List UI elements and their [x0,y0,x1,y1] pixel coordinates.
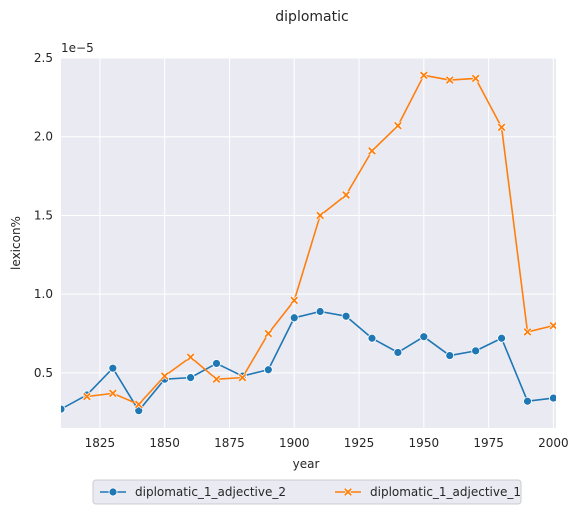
y-axis-label: lexicon% [9,216,23,270]
data-point-1 [471,74,480,83]
data-point-0 [445,351,455,360]
legend-box [92,479,522,505]
legend-label: diplomatic_1_adjective_1 [370,485,521,499]
data-point-0 [315,307,325,316]
data-point-1 [186,352,195,362]
y-tick-label: 2.0 [34,130,53,144]
data-point-0 [289,313,299,323]
data-point-1 [549,321,556,330]
legend-entry-0: diplomatic_1_adjective_2 [100,485,286,499]
series-layer [61,70,556,416]
data-point-0 [108,363,118,373]
x-axis-label: year [293,457,320,471]
legend-label: diplomatic_1_adjective_2 [135,485,286,499]
data-point-1 [82,392,92,401]
x-tick-label: 1950 [409,436,440,450]
data-point-1 [212,374,221,384]
data-point-1 [419,70,429,80]
x-tick-label: 1875 [214,436,245,450]
data-point-1 [263,329,273,338]
data-point-1 [497,122,506,132]
data-point-0 [471,346,481,356]
plot-background [61,58,556,428]
legend: diplomatic_1_adjective_2 diplomatic_1_adj… [92,479,522,505]
data-point-0 [186,373,195,383]
legend-marker [343,487,353,497]
data-point-1 [341,190,351,200]
x-tick-label: 1975 [473,436,504,450]
data-point-0 [549,393,556,403]
data-point-0 [341,311,351,321]
data-point-1 [393,121,403,131]
x-tick-label: 2000 [538,436,569,450]
y-tick-label: 2.5 [34,51,53,65]
data-point-1 [289,296,299,305]
data-point-1 [134,400,144,409]
x-tick-label: 1825 [85,436,116,450]
x-tick-label: 1925 [344,436,375,450]
data-point-1 [315,211,325,220]
x-tick-label: 1900 [279,436,310,450]
data-point-0 [419,332,429,342]
chart-title: diplomatic [275,9,348,25]
data-point-0 [134,406,144,416]
data-point-0 [263,365,273,375]
y-offset-label: 1e−5 [61,41,94,55]
grid-lines [61,57,556,428]
legend-marker [108,487,118,497]
data-point-1 [238,373,247,382]
data-point-0 [523,396,532,406]
data-point-1 [523,327,532,337]
tick-labels: 1825 1850 1875 1900 1925 1950 1975 2000 0.5 1.0 1.… [34,51,569,450]
data-point-0 [212,359,221,368]
data-point-0 [393,348,403,357]
data-point-1 [160,371,169,381]
data-point-0 [497,333,506,343]
x-tick-label: 1850 [149,436,180,450]
data-point-0 [61,404,66,414]
y-tick-label: 0.5 [34,366,53,380]
y-tick-label: 1.0 [34,287,53,301]
data-point-1 [367,146,377,156]
data-point-1 [108,389,118,398]
legend-entry-1: diplomatic_1_adjective_1 [335,485,521,499]
data-point-0 [367,333,377,343]
y-tick-label: 1.5 [34,208,53,222]
data-point-1 [445,75,455,85]
